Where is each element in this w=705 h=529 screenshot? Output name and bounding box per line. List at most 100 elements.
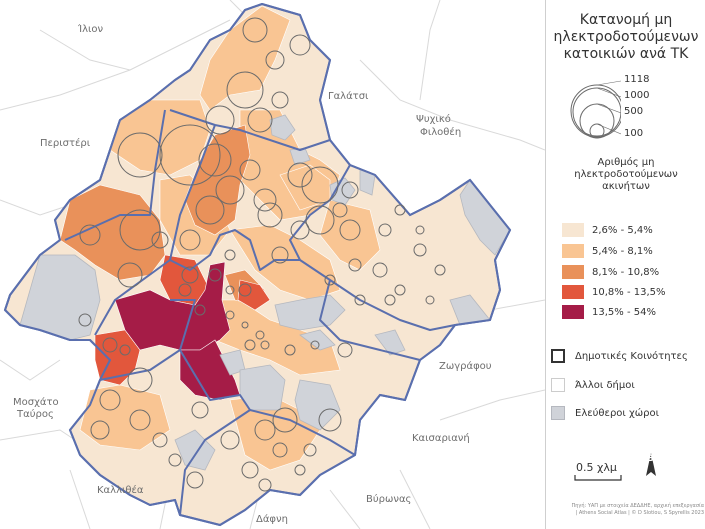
- legend-panel: Κατανομή μη ηλεκτροδοτούμενων κατοικιών …: [545, 0, 705, 529]
- proportional-circle: [205, 105, 235, 135]
- proportional-circle: [271, 246, 289, 264]
- proportional-circle: [238, 283, 252, 297]
- size-legend-label-100: 100: [624, 128, 644, 139]
- proportional-circle: [247, 107, 273, 133]
- legend-communities-label: Δημοτικές Κοινότητες: [575, 350, 688, 362]
- legend-communities: Δημοτικές Κοινότητες: [551, 347, 688, 365]
- map-canvas[interactable]: Ίλιον Γαλάτσι Περιστέρι Ψυχικό Φιλοθέη Ζ…: [0, 0, 545, 529]
- legend-other-municipalities: Άλλοι δήμοι: [551, 376, 635, 394]
- proportional-circle: [208, 268, 222, 282]
- place-label-psychiko: Ψυχικό: [416, 114, 451, 125]
- scale-bar: [574, 475, 622, 481]
- proportional-circle: [78, 313, 92, 327]
- size-legend-label-1118: 1118: [624, 74, 650, 85]
- proportional-circle: [305, 205, 335, 235]
- choropleth-patches: [59, 5, 381, 471]
- other-municipality-boundaries: [0, 0, 545, 529]
- proportional-circle: [244, 339, 256, 351]
- legend-class-label: 10,8% - 13,5%: [592, 286, 666, 298]
- proportional-circles: [78, 17, 446, 492]
- proportional-circle: [129, 409, 151, 431]
- proportional-circle: [372, 262, 388, 278]
- proportional-circle: [117, 132, 163, 178]
- source-credit-line: Πηγή: ΥΑΠ με στοιχεία ΔΕΔΔΗΕ, αρχική επε…: [571, 503, 705, 509]
- scale-bar-label: 0.5 χλμ: [576, 461, 617, 474]
- proportional-circle: [79, 224, 101, 246]
- proportional-circle: [186, 471, 204, 489]
- legend-class-label: 5,4% - 8,1%: [592, 245, 653, 257]
- legend-class-swatch: [562, 244, 584, 258]
- proportional-circle: [117, 262, 143, 288]
- proportional-circle: [220, 430, 240, 450]
- legend-class-swatch: [562, 265, 584, 279]
- proportional-circle: [151, 231, 169, 249]
- proportional-circle: [241, 321, 249, 329]
- size-legend-label-1000: 1000: [624, 90, 650, 101]
- proportional-circle: [253, 188, 277, 212]
- legend-title-line: Κατανομή μη: [579, 12, 673, 28]
- legend-class-label: 8,1% - 10,8%: [592, 266, 660, 278]
- place-label-galatsi: Γαλάτσι: [328, 91, 369, 102]
- north-arrow-label: Β: [647, 454, 654, 464]
- place-label-vyronas: Βύρωνας: [366, 494, 412, 505]
- proportional-circle: [271, 91, 289, 109]
- proportional-circle: [242, 17, 268, 43]
- size-legend-circle-1000: [572, 87, 621, 137]
- proportional-circle: [413, 243, 427, 257]
- proportional-circle: [265, 50, 285, 70]
- proportional-circle: [195, 195, 225, 225]
- proportional-circle: [179, 229, 201, 251]
- proportional-circle: [310, 340, 320, 350]
- legend-title-line: ηλεκτροδοτούμενων: [553, 29, 699, 45]
- proportional-circle: [181, 266, 199, 284]
- legend-class-2: 5,4% - 8,1%: [562, 243, 653, 259]
- proportional-circle: [102, 337, 118, 353]
- place-label-dafni: Δάφνη: [256, 514, 288, 525]
- legend-class-swatch: [562, 305, 584, 319]
- place-label-ilion: Ίλιον: [78, 24, 104, 35]
- proportional-circle: [99, 389, 121, 411]
- legend-class-5: 13,5% - 54%: [562, 304, 656, 320]
- proportional-circle: [224, 249, 236, 261]
- place-label-filothei: Φιλοθέη: [420, 127, 462, 138]
- open-spaces: [19, 114, 511, 471]
- proportional-circle: [294, 464, 306, 476]
- proportional-circle: [225, 285, 235, 295]
- proportional-circle: [226, 71, 264, 109]
- place-label-kaisariani: Καισαριανή: [412, 433, 470, 444]
- legend-class-3: 8,1% - 10,8%: [562, 264, 659, 280]
- legend-title-line: κατοικιών ανά ΤΚ: [563, 46, 689, 62]
- place-label-moschato: Μοσχάτο: [13, 397, 59, 408]
- size-legend-label-500: 500: [624, 106, 644, 117]
- proportional-circle: [415, 225, 425, 235]
- proportional-circle: [152, 432, 168, 448]
- proportional-circle: [394, 204, 406, 216]
- proportional-circle: [272, 442, 288, 458]
- size-legend-circles: [570, 80, 621, 139]
- proportional-circle: [198, 143, 232, 177]
- proportional-circle: [272, 407, 298, 433]
- proportional-circle: [168, 453, 182, 467]
- proportional-circle: [287, 162, 313, 188]
- legend-title: Κατανομή μη ηλεκτροδοτούμενων κατοικιών …: [546, 12, 705, 63]
- legend-class-1: 2,6% - 5,4%: [562, 222, 653, 238]
- proportional-circle: [303, 443, 317, 457]
- legend-open-spaces-label: Ελεύθεροι χώροι: [575, 407, 659, 419]
- proportional-circle: [434, 264, 446, 276]
- place-label-peristeri: Περιστέρι: [40, 138, 91, 149]
- proportional-circle: [215, 175, 245, 205]
- choropleth-legend-title: Αριθμός μη ηλεκτροδοτούμενων ακινήτων: [546, 157, 705, 193]
- proportional-circle: [258, 478, 272, 492]
- source-credit-line: | Athens Social Atlas | © D Slotiou, S S…: [575, 510, 704, 516]
- community-boundaries: [4, 3, 511, 526]
- north-arrow-icon: [646, 453, 656, 476]
- proportional-circle: [337, 342, 353, 358]
- legend-other-municipalities-label: Άλλοι δήμοι: [575, 379, 635, 391]
- proportional-circle: [119, 209, 161, 251]
- proportional-circle: [159, 124, 221, 186]
- proportional-circle: [425, 295, 435, 305]
- choropleth-title-line: ηλεκτροδοτούμενων: [574, 169, 678, 180]
- place-label-kallithea: Καλλιθέα: [97, 485, 144, 496]
- proportional-circle: [378, 223, 392, 237]
- proportional-circle: [339, 219, 361, 241]
